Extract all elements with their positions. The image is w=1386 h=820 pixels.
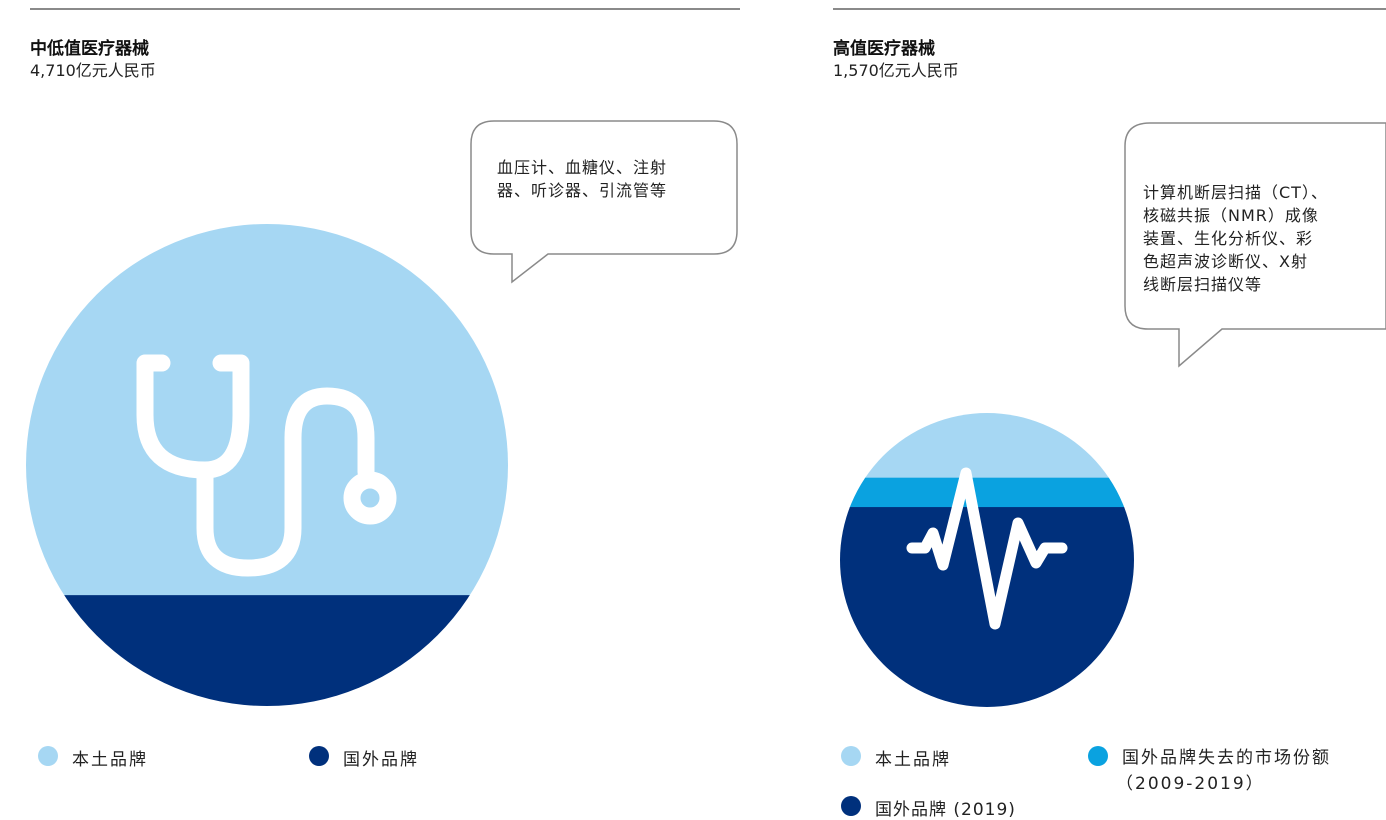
legend-swatch [1088, 746, 1108, 766]
legend-label-line: （2009-2019） [1116, 774, 1265, 794]
legend-label-line: 国外品牌失去的市场份额 [1122, 748, 1331, 768]
right-pie-segment-2 [840, 477, 1134, 508]
legend-label: 本土品牌 [72, 750, 148, 770]
legend-swatch [38, 746, 58, 766]
right-legend-domestic: 本土品牌 [841, 745, 951, 770]
right-bubble-line: 计算机断层扫描（CT）、 [1143, 183, 1328, 202]
right-bubble-line: 线断层扫描仪等 [1143, 275, 1263, 294]
left-bubble-line: 血压计、血糖仪、注射 [497, 158, 668, 177]
right-speech-bubble [1124, 122, 1386, 368]
legend-label: 国外品牌失去的市场份额 （2009-2019） [1116, 745, 1331, 797]
right-chart-subtitle: 1,570亿元人民币 [833, 61, 959, 80]
right-bubble-line: 色超声波诊断仪、X射 [1143, 252, 1308, 271]
left-pie-segment-2 [26, 595, 508, 706]
right-top-rule [833, 8, 1386, 10]
left-pie-segment-1 [26, 224, 508, 596]
legend-label: 国外品牌 (2019) [875, 800, 1016, 820]
legend-swatch [841, 796, 861, 816]
left-top-rule [30, 8, 740, 10]
right-bubble-line: 装置、生化分析仪、彩 [1143, 229, 1314, 248]
right-pie-segment-1 [840, 413, 1134, 479]
left-legend-foreign: 国外品牌 [309, 745, 419, 770]
left-legend-domestic: 本土品牌 [38, 745, 148, 770]
heartbeat-icon [906, 467, 1068, 630]
left-speech-bubble [470, 120, 738, 284]
stethoscope-icon [136, 354, 397, 577]
legend-label: 本土品牌 [875, 750, 951, 770]
left-bubble-text: 血压计、血糖仪、注射 器、听诊器、引流管等 [497, 156, 667, 202]
left-bubble-line: 器、听诊器、引流管等 [497, 181, 668, 200]
left-chart-subtitle: 4,710亿元人民币 [30, 61, 156, 80]
legend-swatch [309, 746, 329, 766]
left-chart-title: 中低值医疗器械 [30, 39, 149, 59]
right-legend-lost-share: 国外品牌失去的市场份额 （2009-2019） [1088, 745, 1331, 797]
legend-label: 国外品牌 [343, 750, 419, 770]
right-bubble-text: 计算机断层扫描（CT）、 核磁共振（NMR）成像 装置、生化分析仪、彩 色超声波… [1143, 181, 1328, 296]
right-bubble-line: 核磁共振（NMR）成像 [1143, 206, 1319, 225]
legend-swatch [841, 746, 861, 766]
right-chart-title: 高值医疗器械 [833, 39, 935, 59]
right-legend-foreign: 国外品牌 (2019) [841, 795, 1016, 820]
